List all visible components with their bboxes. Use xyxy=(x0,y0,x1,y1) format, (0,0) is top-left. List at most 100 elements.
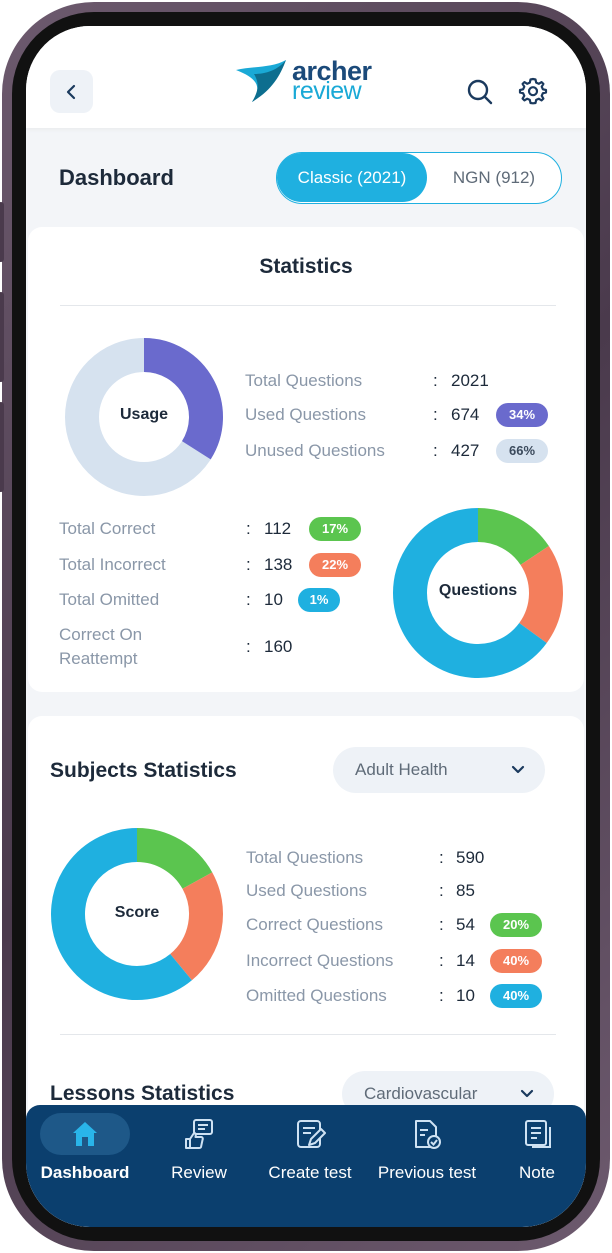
nav-label-review: Review xyxy=(171,1163,227,1182)
nav-item-review[interactable]: Review xyxy=(144,1105,254,1205)
score-donut-label: Score xyxy=(114,904,160,921)
chevron-left-icon xyxy=(66,84,75,99)
questions-row-incorrect: Total Incorrect : 138 22% xyxy=(59,553,389,577)
gear-icon xyxy=(518,77,548,105)
subject-row-correct: Correct Questions : 54 20% xyxy=(246,913,566,937)
subject-row-label: Total Questions xyxy=(246,848,364,867)
questions-row-label: Correct On xyxy=(59,625,143,644)
app-screen: archer review Dashboard Classic (2021) N… xyxy=(26,26,586,1227)
statistics-card: Statistics Usage Total Questions : 2021 … xyxy=(28,227,584,692)
questions-donut-correct-segment xyxy=(477,508,549,566)
page-title: Dashboard xyxy=(59,165,174,190)
score-donut-incorrect-segment xyxy=(169,872,223,981)
usage-row-value: 427 xyxy=(451,441,480,460)
subject-row-label: Incorrect Questions xyxy=(246,951,394,970)
questions-row-correct: Total Correct : 112 17% xyxy=(59,517,389,541)
nav-item-note[interactable]: Note xyxy=(488,1105,586,1205)
omitted-percent-badge: 1% xyxy=(298,588,340,612)
usage-row-colon: : xyxy=(433,441,438,460)
subject-row-colon: : xyxy=(439,915,444,934)
archer-review-logo: archer review xyxy=(234,56,384,106)
questions-donut-chart xyxy=(393,508,563,678)
usage-row-value: 674 xyxy=(451,405,480,424)
nav-item-previous-test[interactable]: Previous test xyxy=(366,1105,488,1205)
usage-row-used: Used Questions : 674 34% xyxy=(245,403,565,427)
questions-row-colon: : xyxy=(246,555,251,574)
questions-donut-incorrect-segment xyxy=(518,546,563,644)
subject-row-omitted: Omitted Questions : 10 40% xyxy=(246,984,566,1008)
nav-label-note: Note xyxy=(519,1163,555,1182)
score-donut-chart xyxy=(51,828,223,1000)
subjects-statistics-title: Subjects Statistics xyxy=(50,759,237,782)
divider xyxy=(60,305,556,306)
toggle-classic[interactable]: Classic (2021) xyxy=(277,153,427,202)
note-icon xyxy=(525,1120,551,1148)
nav-icon-wrap xyxy=(179,1113,219,1155)
subject-row-colon: : xyxy=(439,986,444,1005)
nav-item-dashboard[interactable]: Dashboard xyxy=(26,1105,144,1205)
subject-row-label: Used Questions xyxy=(246,881,367,900)
subject-row-value: 14 xyxy=(456,951,475,970)
bottom-navigation: Dashboard Review Create test xyxy=(26,1105,586,1227)
chevron-down-icon xyxy=(511,765,525,774)
questions-donut-label: Questions xyxy=(438,582,518,599)
app-bar: archer review xyxy=(26,26,586,128)
logo-text-archer: archer xyxy=(292,56,372,86)
correct-percent-badge: 20% xyxy=(490,913,542,937)
usage-donut-used xyxy=(143,338,223,460)
search-button[interactable] xyxy=(466,78,494,106)
usage-row-colon: : xyxy=(433,371,438,390)
nav-label-create-test: Create test xyxy=(268,1163,352,1182)
subject-row-total: Total Questions : 590 xyxy=(246,846,566,870)
statistics-title: Statistics xyxy=(259,255,353,278)
settings-button[interactable] xyxy=(518,76,548,106)
chevron-down-icon xyxy=(520,1089,534,1098)
nav-label-previous-test: Previous test xyxy=(377,1163,477,1182)
subject-row-value: 54 xyxy=(456,915,475,934)
nav-icon-wrap xyxy=(518,1113,558,1155)
lesson-dropdown-value: Cardiovascular xyxy=(364,1084,478,1103)
usage-donut-label: Usage xyxy=(119,406,169,423)
back-button[interactable] xyxy=(50,70,93,113)
questions-row-value: 10 xyxy=(264,590,283,609)
subject-dropdown[interactable]: Adult Health xyxy=(333,747,545,793)
questions-row-value: 160 xyxy=(264,637,293,656)
lessons-statistics-title: Lessons Statistics xyxy=(50,1082,235,1105)
score-donut-correct-segment xyxy=(136,828,213,890)
incorrect-percent-badge: 40% xyxy=(490,949,542,973)
subject-row-label: Correct Questions xyxy=(246,915,383,934)
subject-row-label: Omitted Questions xyxy=(246,986,387,1005)
nav-icon-wrap xyxy=(407,1113,447,1155)
subject-row-value: 85 xyxy=(456,881,475,900)
unused-percent-badge: 66% xyxy=(496,439,548,463)
subject-row-incorrect: Incorrect Questions : 14 40% xyxy=(246,949,566,973)
phone-side-button xyxy=(0,292,4,382)
divider xyxy=(60,1034,556,1035)
usage-row-label: Total Questions xyxy=(245,371,363,390)
questions-row-value: 112 xyxy=(264,519,292,538)
questions-row-label: Reattempt xyxy=(59,649,138,668)
correct-percent-badge: 17% xyxy=(309,517,361,541)
question-set-toggle: Classic (2021) NGN (912) xyxy=(276,152,562,204)
subject-row-value: 10 xyxy=(456,986,475,1005)
usage-row-label: Used Questions xyxy=(245,405,366,424)
used-percent-badge: 34% xyxy=(496,403,548,427)
usage-donut-chart xyxy=(65,338,223,496)
subject-row-colon: : xyxy=(439,881,444,900)
questions-row-label: Total Omitted xyxy=(59,590,160,609)
home-icon xyxy=(73,1122,97,1146)
questions-row-value: 138 xyxy=(264,555,293,574)
nav-active-pill xyxy=(40,1113,130,1155)
questions-row-colon: : xyxy=(246,519,251,538)
logo-text-review: review xyxy=(292,77,362,105)
questions-row-colon: : xyxy=(246,590,251,609)
questions-row-label: Total Incorrect xyxy=(59,555,166,574)
nav-label-dashboard: Dashboard xyxy=(40,1163,130,1182)
incorrect-percent-badge: 22% xyxy=(309,553,361,577)
usage-row-colon: : xyxy=(433,405,438,424)
toggle-ngn[interactable]: NGN (912) xyxy=(452,168,536,187)
subject-row-colon: : xyxy=(439,848,444,867)
previous-test-icon xyxy=(415,1120,441,1149)
questions-row-reattempt: Correct On Reattempt : 160 xyxy=(59,623,389,671)
nav-item-create-test[interactable]: Create test xyxy=(254,1105,366,1205)
